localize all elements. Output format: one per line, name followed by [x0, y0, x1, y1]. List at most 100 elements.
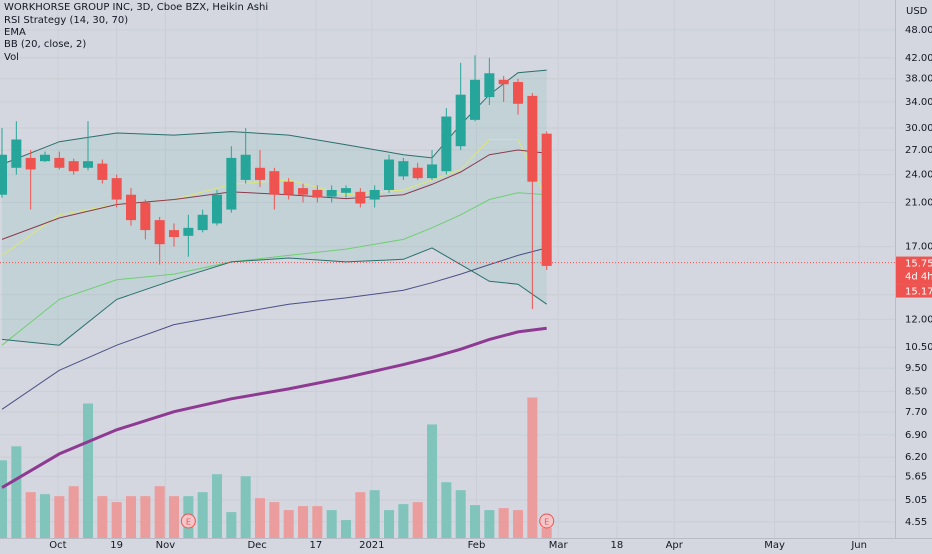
y-tick-label: 9.50	[905, 363, 927, 374]
volume-bar	[39, 494, 51, 538]
indicator-label: EMA	[4, 27, 26, 38]
currency-label: USD	[906, 6, 928, 17]
volume-bar	[125, 496, 137, 538]
candle-body	[470, 79, 481, 120]
candle-body	[68, 161, 79, 172]
candle-body	[427, 164, 438, 179]
volume-bar	[197, 492, 208, 538]
candle-body	[297, 188, 309, 195]
volume-bar	[441, 482, 452, 538]
x-tick-label: Oct	[49, 540, 66, 550]
volume-bar	[498, 508, 509, 538]
event-label: E	[186, 518, 191, 527]
x-tick-label: May	[764, 540, 785, 550]
y-tick-label: 4.55	[905, 517, 927, 528]
candle-body	[0, 154, 8, 195]
volume-bar	[297, 506, 309, 538]
y-tick-label: 8.50	[905, 386, 927, 397]
y-tick-label: 21.00	[905, 198, 932, 209]
candle-body	[326, 189, 337, 197]
volume-bar	[82, 403, 94, 538]
volume-bar	[527, 397, 538, 538]
volume-bar	[0, 460, 8, 538]
ema-line	[1, 247, 547, 410]
candle-body	[527, 95, 538, 182]
volume-bar	[541, 528, 552, 538]
volume-bar	[412, 502, 423, 538]
volume-bar	[226, 512, 237, 538]
volume-bar	[25, 492, 36, 538]
y-tick-label: 24.00	[905, 170, 932, 181]
y-tick-label: 12.00	[905, 314, 932, 325]
x-tick-label: Nov	[156, 540, 176, 550]
candle-body	[283, 181, 294, 195]
indicator-label: BB (20, close, 2)	[4, 39, 86, 50]
volume-bar	[398, 504, 409, 538]
candle-body	[54, 157, 65, 168]
volume-bar	[54, 496, 65, 538]
y-tick-label: 5.05	[905, 495, 927, 506]
candle-body	[154, 220, 165, 245]
volume-bar	[427, 424, 438, 538]
x-tick-label: Dec	[247, 540, 266, 550]
x-tick-label: 19	[110, 540, 123, 550]
volume-bar	[283, 510, 294, 538]
candle-body	[412, 167, 423, 179]
countdown-label: 4d 4h	[905, 272, 932, 283]
volume-bar	[369, 490, 380, 538]
y-tick-label: 30.00	[905, 123, 932, 134]
x-tick-label: 17	[310, 540, 323, 550]
indicator-label: RSI Strategy (14, 30, 70)	[4, 15, 128, 26]
candle-body	[140, 202, 151, 231]
y-tick-label: 48.00	[905, 25, 932, 36]
x-tick-label: Apr	[666, 540, 684, 550]
y-tick-label: 42.00	[905, 53, 932, 64]
y-tick-label: 10.50	[905, 342, 932, 353]
volume-bar	[455, 490, 466, 538]
candle-body	[125, 194, 137, 221]
volume-bar	[240, 476, 251, 538]
last-price-label: 15.75	[905, 259, 932, 270]
candle-body	[369, 189, 380, 200]
candle-body	[398, 161, 409, 177]
volume-bar	[68, 486, 79, 538]
candle-body	[484, 73, 495, 98]
x-tick-label: 2021	[359, 540, 384, 550]
volume-bar	[269, 502, 280, 538]
y-tick-label: 38.00	[905, 74, 932, 85]
candle-body	[39, 154, 51, 162]
bb-lower	[1, 247, 547, 346]
volume-bar	[254, 498, 266, 538]
volume-bar	[513, 510, 524, 538]
candle-body	[341, 188, 352, 193]
price-bubble	[896, 256, 932, 285]
volume-bar	[140, 496, 151, 538]
volume-bar	[355, 492, 366, 538]
volume-bar	[312, 506, 323, 538]
y-tick-label: 7.70	[905, 407, 927, 418]
candle-body	[254, 167, 266, 180]
volume-bar	[111, 502, 122, 538]
candle-body	[513, 82, 524, 104]
y-tick-label: 5.65	[905, 472, 927, 483]
x-tick-label: Jun	[850, 540, 867, 550]
event-marker	[539, 513, 555, 529]
candle-body	[441, 116, 452, 172]
candle-body	[240, 154, 251, 180]
candle-body	[197, 214, 208, 231]
candle-body	[498, 79, 509, 85]
ema-line	[1, 192, 547, 346]
x-tick-label: Feb	[468, 540, 486, 550]
y-tick-label: 34.00	[905, 97, 932, 108]
candle-body	[269, 171, 280, 195]
candle-body	[25, 157, 36, 170]
volume-bar	[211, 474, 223, 538]
low-price-label: 15.17	[905, 287, 932, 298]
candle-body	[97, 163, 108, 180]
candle-body	[312, 189, 323, 198]
volume-bar	[384, 510, 395, 538]
volume-bar	[326, 510, 337, 538]
candle-body	[211, 194, 223, 224]
